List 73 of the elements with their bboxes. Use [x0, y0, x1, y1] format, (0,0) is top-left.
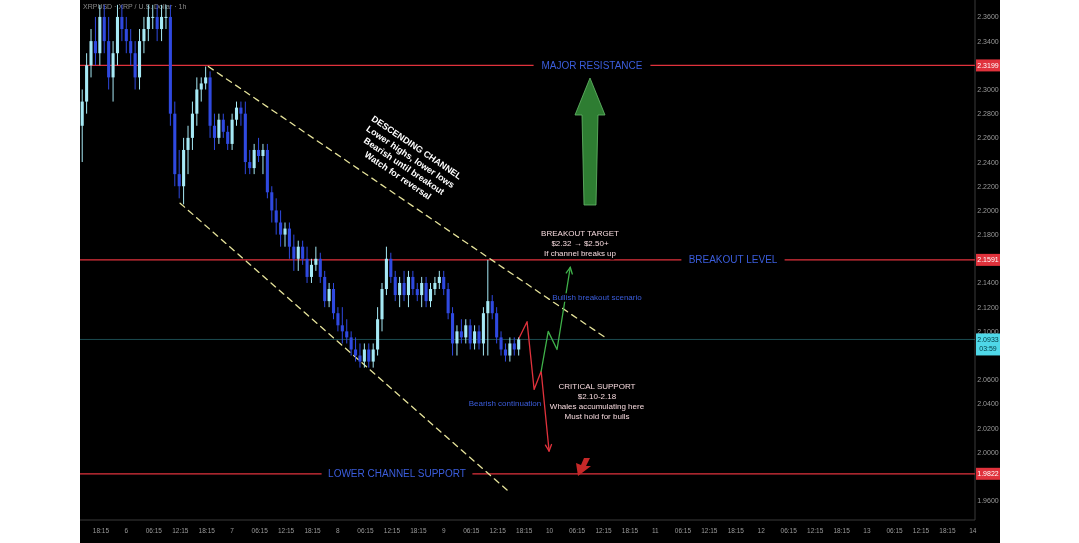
candlestick — [442, 270, 446, 296]
candlestick — [199, 76, 203, 103]
candlestick — [336, 306, 340, 332]
candlestick — [261, 143, 265, 175]
annotation: CRITICAL SUPPORT $2.10-2.18 Whales accumulating here Must hold for bulls — [549, 382, 645, 421]
candlestick — [428, 282, 433, 308]
candlestick — [309, 258, 314, 284]
candlestick — [340, 306, 344, 344]
candlestick — [393, 270, 397, 302]
candlestick — [415, 282, 419, 302]
candlestick — [345, 318, 349, 344]
candlestick — [420, 276, 424, 308]
ref-line-label: LOWER CHANNEL SUPPORT — [328, 468, 466, 480]
candlestick — [283, 222, 287, 248]
ref-line-label: BREAKOUT LEVEL — [688, 254, 778, 266]
candlestick — [142, 16, 146, 54]
candlestick — [129, 28, 133, 66]
candlestick — [437, 270, 441, 290]
candlestick — [473, 324, 477, 350]
candlestick — [252, 143, 256, 175]
candlestick — [433, 276, 437, 296]
candlestick — [93, 16, 97, 66]
candlestick — [367, 342, 371, 369]
candlestick — [411, 270, 415, 296]
candlestick — [274, 197, 278, 236]
candlestick — [354, 336, 358, 363]
candlestick — [362, 342, 366, 369]
annotation: Bearish continuation — [468, 399, 542, 408]
candlestick — [257, 137, 261, 163]
candlestick — [279, 209, 283, 248]
candlestick — [349, 330, 353, 357]
candlestick — [468, 318, 472, 350]
candlestick — [239, 101, 243, 127]
candlestick — [186, 125, 190, 175]
candlestick — [296, 240, 300, 272]
annotation: BREAKOUT TARGET $2.32 → $2.50+ If channel breaks up — [541, 229, 620, 258]
candlestick — [512, 336, 516, 357]
candlestick — [124, 16, 128, 54]
candlestick — [406, 270, 410, 308]
candlestick — [464, 318, 468, 344]
candlestick — [424, 276, 428, 308]
candlestick — [358, 342, 362, 369]
candlestick — [234, 101, 239, 127]
candlestick — [371, 342, 375, 369]
candlestick — [217, 113, 221, 145]
candlestick — [270, 185, 274, 224]
candlestick — [327, 282, 331, 308]
candlestick — [389, 252, 393, 284]
candlestick — [398, 276, 402, 308]
candlestick — [305, 246, 309, 284]
candlestick — [477, 324, 481, 350]
candlestick — [287, 222, 291, 260]
candlestick — [455, 324, 459, 357]
ref-line-label: MAJOR RESISTANCE — [541, 59, 643, 71]
candlestick — [499, 330, 503, 357]
candlestick — [177, 149, 181, 199]
candlestick — [517, 336, 521, 357]
candlestick — [503, 342, 507, 363]
candlestick — [508, 336, 512, 363]
candlestick — [212, 113, 217, 151]
candlestick — [221, 113, 225, 139]
candlestick — [301, 240, 305, 266]
candlestick — [402, 270, 406, 302]
candlestick — [490, 294, 494, 320]
candlestick — [459, 318, 463, 344]
candlestick — [314, 246, 318, 272]
candlestick — [226, 125, 230, 151]
candlestick — [248, 149, 252, 175]
candlestick — [486, 259, 490, 357]
candlestick — [318, 252, 322, 284]
candlestick — [292, 234, 296, 272]
candlestick — [204, 66, 208, 90]
candlestick — [151, 4, 155, 30]
